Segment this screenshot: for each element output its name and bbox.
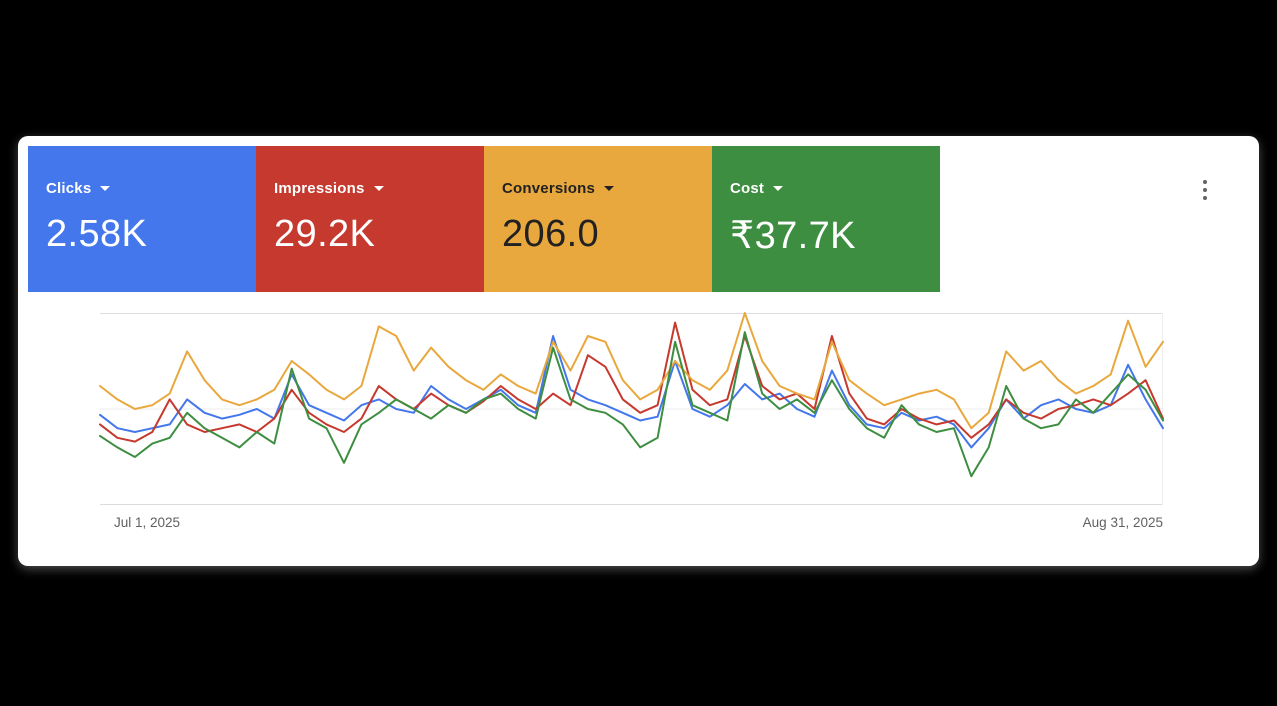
chevron-down-icon[interactable] <box>373 186 384 191</box>
metric-label: Impressions <box>274 180 365 197</box>
vertical-ellipsis-icon <box>1203 196 1207 200</box>
series-line-conversions <box>99 312 1164 430</box>
vertical-ellipsis-icon <box>1203 180 1207 184</box>
vertical-ellipsis-icon <box>1203 188 1207 192</box>
chevron-down-icon[interactable] <box>773 186 784 191</box>
chevron-down-icon[interactable] <box>604 186 615 191</box>
series-line-impressions <box>99 321 1164 443</box>
metric-selector[interactable]: Cost <box>730 180 940 197</box>
x-axis: Jul 1, 2025 Aug 31, 2025 <box>100 515 1163 530</box>
metric-tiles: Clicks 2.58K Impressions 29.2K Conversio… <box>28 146 940 292</box>
metric-tile-cost[interactable]: Cost ₹37.7K <box>712 146 940 292</box>
metric-selector[interactable]: Clicks <box>46 180 256 197</box>
metric-label: Clicks <box>46 180 92 197</box>
metric-tile-clicks[interactable]: Clicks 2.58K <box>28 146 256 292</box>
metric-selector[interactable]: Conversions <box>502 180 712 197</box>
overview-card: Clicks 2.58K Impressions 29.2K Conversio… <box>18 136 1259 566</box>
more-options-button[interactable] <box>1191 176 1219 204</box>
chevron-down-icon[interactable] <box>100 186 111 191</box>
metric-value: 29.2K <box>274 213 376 255</box>
series-line-clicks <box>99 335 1164 449</box>
metric-tile-conversions[interactable]: Conversions 206.0 <box>484 146 712 292</box>
metric-value: 2.58K <box>46 213 148 255</box>
metric-value: 206.0 <box>502 213 600 255</box>
x-axis-end-label: Aug 31, 2025 <box>1082 515 1163 530</box>
metric-selector[interactable]: Impressions <box>274 180 484 197</box>
series-line-cost <box>99 331 1164 478</box>
x-axis-start-label: Jul 1, 2025 <box>114 515 181 530</box>
metric-value: ₹37.7K <box>730 215 856 257</box>
metric-tile-impressions[interactable]: Impressions 29.2K <box>256 146 484 292</box>
metric-label: Conversions <box>502 180 596 197</box>
time-series-chart[interactable] <box>99 312 1164 505</box>
metric-label: Cost <box>730 180 765 197</box>
